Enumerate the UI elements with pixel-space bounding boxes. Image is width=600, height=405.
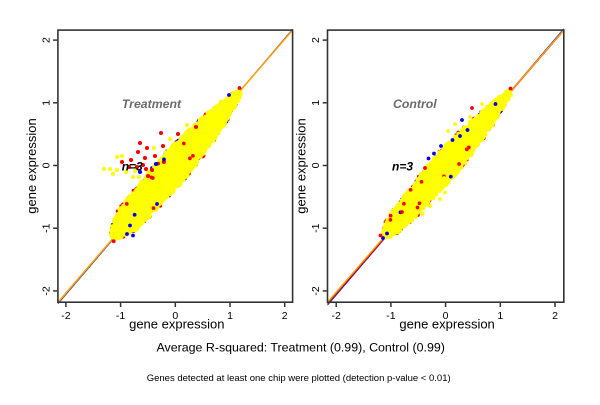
- svg-text:1: 1: [227, 310, 233, 322]
- svg-text:-1: -1: [116, 310, 125, 322]
- svg-text:Control: Control: [393, 97, 437, 111]
- svg-text:-1: -1: [386, 310, 395, 322]
- svg-text:2: 2: [282, 310, 288, 322]
- svg-text:-2: -2: [61, 310, 70, 322]
- svg-text:2: 2: [552, 310, 558, 322]
- svg-text:2: 2: [41, 37, 53, 43]
- svg-text:n=3: n=3: [122, 160, 143, 174]
- svg-text:0: 0: [41, 162, 53, 168]
- svg-text:gene expression: gene expression: [24, 118, 39, 213]
- svg-text:1: 1: [497, 310, 503, 322]
- svg-text:Average R-squared: Treatment (: Average R-squared: Treatment (0.99), Con…: [157, 341, 445, 355]
- svg-text:1: 1: [310, 100, 322, 106]
- svg-text:gene expression: gene expression: [294, 118, 309, 213]
- svg-text:n=3: n=3: [392, 160, 413, 174]
- svg-text:gene expression: gene expression: [129, 317, 224, 332]
- svg-text:gene expression: gene expression: [399, 317, 494, 332]
- svg-text:0: 0: [443, 310, 449, 322]
- svg-text:0: 0: [172, 310, 178, 322]
- svg-text:-2: -2: [41, 286, 53, 295]
- svg-text:Genes detected at least one ch: Genes detected at least one chip were pl…: [147, 373, 451, 384]
- svg-text:-2: -2: [332, 310, 341, 322]
- svg-text:1: 1: [41, 100, 53, 106]
- svg-text:2: 2: [310, 37, 322, 43]
- svg-text:-1: -1: [41, 223, 53, 232]
- svg-text:Treatment: Treatment: [122, 97, 182, 111]
- svg-text:0: 0: [310, 162, 322, 168]
- svg-text:-1: -1: [310, 223, 322, 232]
- svg-text:-2: -2: [310, 286, 322, 295]
